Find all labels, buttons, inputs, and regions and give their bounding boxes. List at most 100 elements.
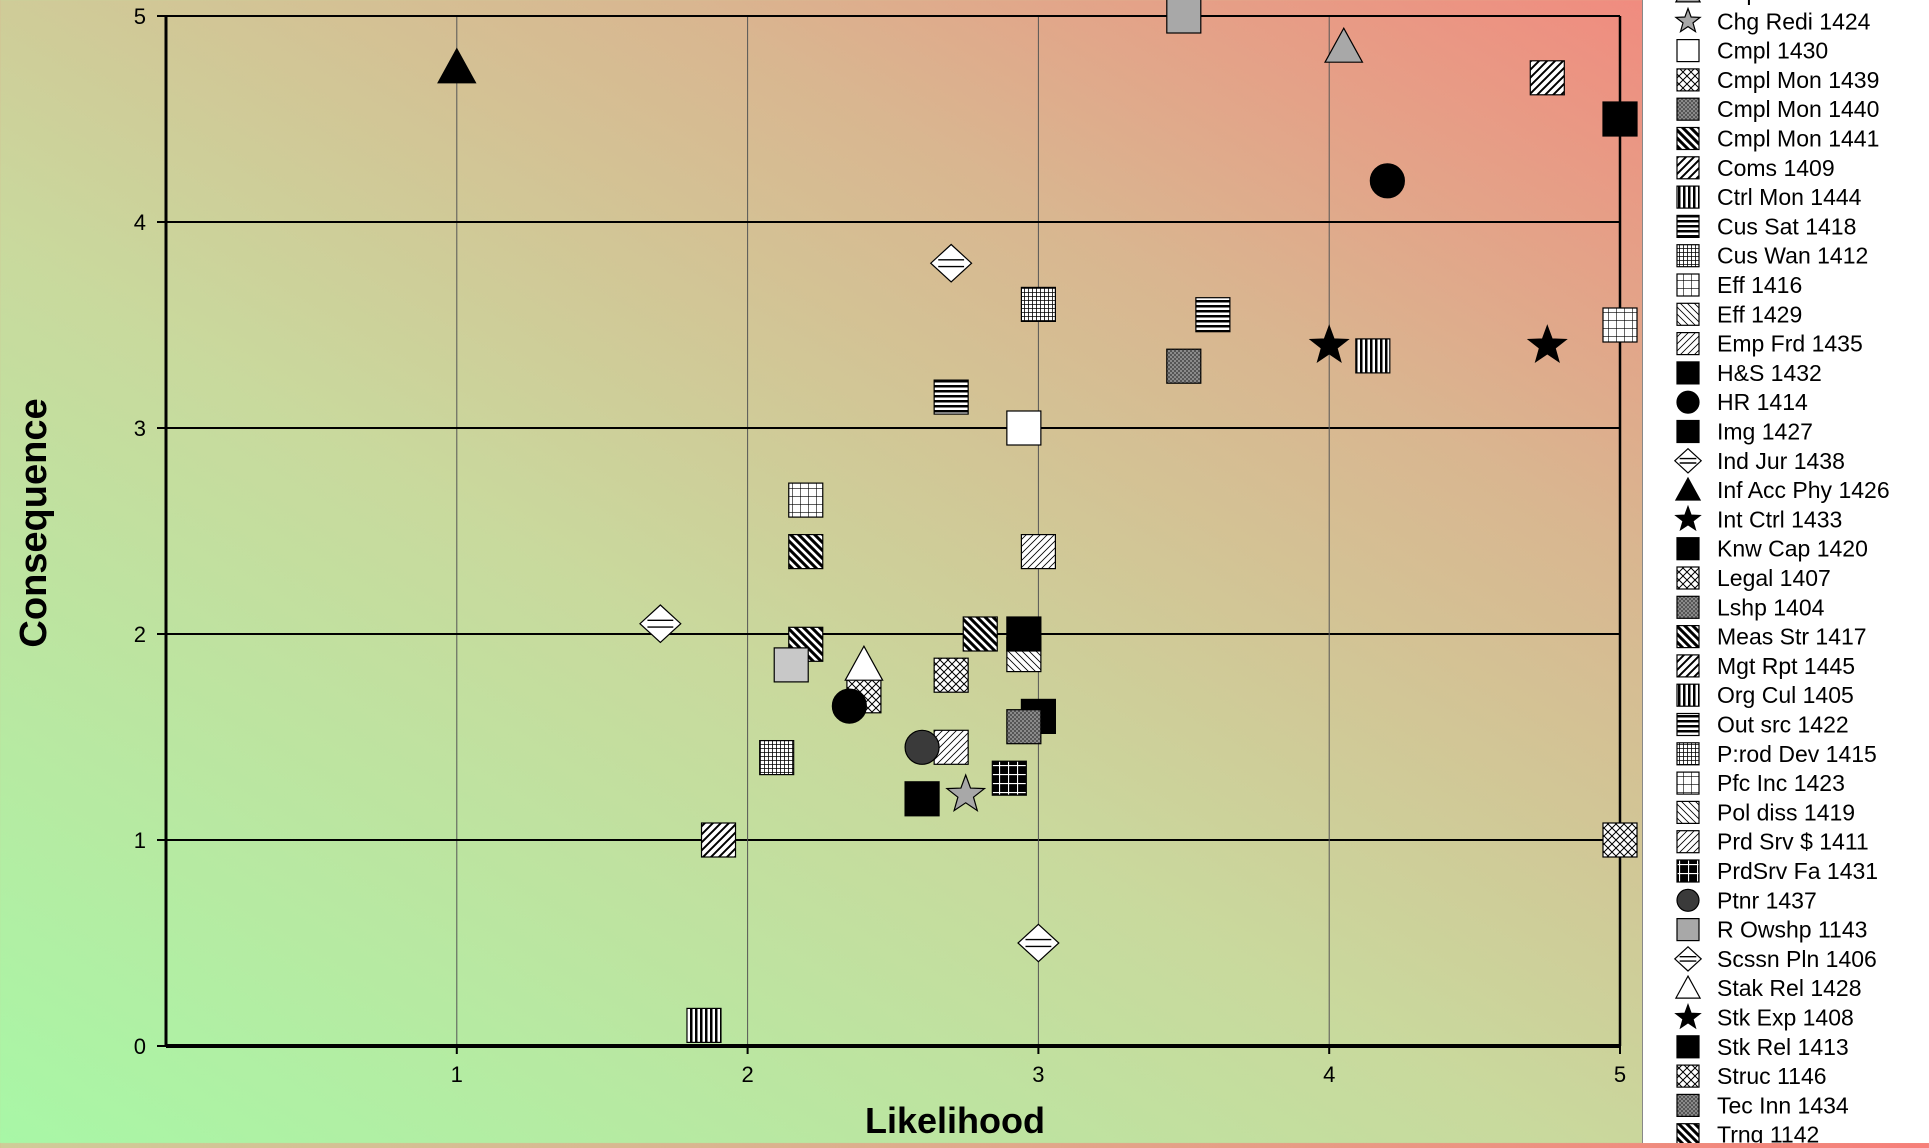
legend-marker-shape <box>1673 945 1703 972</box>
grid-lines <box>166 16 1620 1046</box>
data-point <box>1526 324 1568 364</box>
legend-marker <box>1676 302 1700 326</box>
legend-entry: Legal 1407 <box>1676 565 1831 591</box>
legend-marker <box>1673 945 1703 972</box>
legend-label: Knw Cap 1420 <box>1717 536 1868 562</box>
legend-entry: Out src 1422 <box>1676 712 1849 738</box>
legend-label: Stk Exp 1408 <box>1717 1005 1854 1031</box>
legend-marker <box>1676 1093 1700 1118</box>
x-tick-label: 4 <box>1323 1062 1335 1087</box>
legend-label: Chg Redi 1424 <box>1717 8 1871 34</box>
legend-entry: Struc 1146 <box>1676 1063 1827 1089</box>
y-tick-label: 4 <box>134 210 146 235</box>
data-point <box>1017 923 1060 963</box>
legend-marker <box>1676 214 1700 238</box>
legend-entry: H&S 1432 <box>1676 360 1822 386</box>
tick-labels: 1 2 3 4 5 0 1 2 3 4 5 <box>134 4 1626 1087</box>
legend-marker <box>1676 332 1700 356</box>
legend-entry: Cmpl 1430 <box>1676 38 1828 64</box>
legend-entry: Pfc Inc 1423 <box>1676 770 1845 796</box>
legend-entry: Stk Rel 1413 <box>1676 1034 1849 1060</box>
legend-entry: Eff 1429 <box>1676 301 1802 327</box>
data-point <box>759 739 795 776</box>
legend-marker <box>1674 504 1702 532</box>
legend-entry: Emp Frd 1435 <box>1676 331 1863 357</box>
legend-marker <box>1676 361 1700 385</box>
legend-entry: Coms 1409 <box>1676 155 1835 181</box>
legend-entry: Knw Cap 1420 <box>1676 536 1868 562</box>
legend-entry: Stk Exp 1408 <box>1674 1002 1854 1031</box>
x-axis-title: Likelihood <box>865 1100 1045 1141</box>
legend-entry: Lshp 1404 <box>1676 594 1825 620</box>
legend-marker <box>1676 566 1700 590</box>
legend-marker <box>1676 595 1700 619</box>
legend-marker <box>1676 273 1700 297</box>
legend-label: H&S 1432 <box>1717 360 1822 386</box>
data-point <box>788 533 824 570</box>
legend-label: Eff 1416 <box>1717 272 1802 298</box>
legend-label: Cmpl Mon 1441 <box>1717 126 1879 152</box>
data-point <box>1369 163 1405 199</box>
legend-marker <box>1676 38 1700 63</box>
legend-marker-shape <box>1673 447 1703 474</box>
data-point <box>933 657 969 693</box>
legend-entry: Inf Acc Phy 1426 <box>1674 476 1890 503</box>
legend-marker <box>1676 156 1700 180</box>
legend-label: Coms 1409 <box>1717 155 1835 181</box>
y-axis-title: Consequence <box>13 398 55 647</box>
data-point <box>686 1007 722 1044</box>
x-tick-label: 5 <box>1614 1062 1626 1087</box>
legend-marker <box>1676 859 1700 883</box>
legend-entry: Chg Redi 1424 <box>1674 6 1871 34</box>
x-tick-label: 2 <box>741 1062 753 1087</box>
legend-marker <box>1676 390 1700 414</box>
legend-label: Prd Srv $ 1411 <box>1717 829 1869 855</box>
data-point <box>1602 822 1638 858</box>
legend-entry: Cmpl Mon 1441 <box>1676 126 1879 152</box>
legend-marker <box>1676 712 1700 737</box>
legend-marker <box>1676 771 1700 795</box>
data-point <box>1308 324 1350 364</box>
data-point <box>1324 26 1364 63</box>
data-point <box>788 482 824 518</box>
data-point-shape <box>929 243 973 283</box>
legend-marker <box>1676 97 1700 121</box>
legend-entry: Stak Rel 1428 <box>1674 974 1861 1001</box>
legend-label: Cap 1403 <box>1717 0 1817 5</box>
data-point <box>1355 338 1391 374</box>
data-point <box>1006 410 1042 446</box>
legend-marker <box>1676 244 1700 268</box>
legend-label: Stak Rel 1428 <box>1717 975 1861 1001</box>
data-point <box>700 822 737 858</box>
plot-axes <box>157 15 1622 1054</box>
legend-label: Emp Frd 1435 <box>1717 331 1863 357</box>
legend-marker <box>1674 974 1702 999</box>
legend-label: Cmpl 1430 <box>1717 38 1828 64</box>
legend-marker <box>1676 1064 1700 1088</box>
legend-marker <box>1674 0 1702 3</box>
legend-marker <box>1676 654 1700 678</box>
data-point <box>639 604 682 644</box>
data-point <box>1020 286 1057 322</box>
legend-marker <box>1676 888 1700 912</box>
legend-marker <box>1676 419 1700 444</box>
legend-label: Img 1427 <box>1717 419 1813 445</box>
legend-label: Mgt Rpt 1445 <box>1717 653 1855 679</box>
legend-label: Cus Sat 1418 <box>1717 213 1856 239</box>
data-point <box>1529 60 1565 96</box>
legend-entry: Ctrl Mon 1444 <box>1676 184 1862 210</box>
legend-marker <box>1676 68 1700 92</box>
legend-marker <box>1676 800 1700 825</box>
data-point <box>1166 0 1202 34</box>
legend-label: Struc 1146 <box>1717 1063 1827 1089</box>
data-markers <box>437 0 1638 1044</box>
legend-label: Ptnr 1437 <box>1717 887 1817 913</box>
legend-marker <box>1674 476 1702 501</box>
legend-label: PrdSrv Fa 1431 <box>1717 858 1878 884</box>
data-point <box>1006 709 1042 745</box>
legend-entry: Trng 1142 <box>1676 1122 1819 1148</box>
legend-entry: Img 1427 <box>1676 419 1813 445</box>
legend-label: Legal 1407 <box>1717 565 1831 591</box>
x-tick-label: 1 <box>451 1062 463 1087</box>
data-point <box>945 773 987 813</box>
